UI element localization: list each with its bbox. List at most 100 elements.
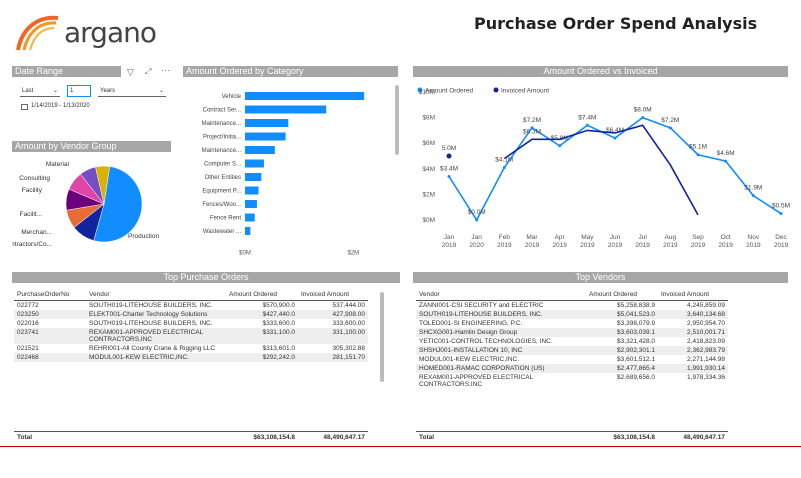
amount-ordered-cell: $570,900.0: [262, 301, 295, 309]
table-row[interactable]: 023250 ELEKT001-Charter Technology Soluti…: [14, 309, 368, 319]
category-label: Maintenance...: [202, 148, 242, 154]
table-row[interactable]: YETIC001-CONTROL TECHNOLOGIES, INC. $3,32…: [416, 337, 728, 346]
total-invoiced: 48,490,647.17: [683, 434, 725, 441]
filter-icon[interactable]: ▽: [127, 67, 134, 77]
column-header[interactable]: Amount Ordered: [226, 286, 298, 301]
data-point[interactable]: [530, 126, 534, 130]
data-point[interactable]: [668, 126, 672, 130]
pie-slice[interactable]: [95, 165, 110, 205]
table-row[interactable]: HOMED001-RAMAC CORPORATION (US) $2,477,86…: [416, 363, 728, 373]
y-tick-label: $8M: [422, 115, 435, 122]
top-po-scrollbar[interactable]: [380, 292, 384, 382]
category-bar[interactable]: [245, 159, 264, 168]
total-label: Total: [17, 434, 33, 441]
vendor-cell: SOUTH019-LITEHOUSE BUILDERS, INC.: [89, 301, 213, 309]
category-scrollbar[interactable]: [395, 85, 399, 155]
vendor-cell: REHRI001-All County Crane & Rigging LLC: [89, 344, 216, 352]
legend-label: Amount Ordered: [425, 88, 473, 95]
invoiced-amount-cell: 3,640,134.68: [658, 309, 728, 319]
vendor-cell: SHSHJ001-INSTALLATION 10, INC: [416, 345, 586, 355]
column-header[interactable]: Vendor: [86, 286, 226, 301]
x-tick-label: 2019: [774, 242, 789, 249]
data-point[interactable]: [502, 166, 506, 170]
x-tick-label: 2019: [746, 242, 761, 249]
table-row[interactable]: 022016 SOUTH019-LITEHOUSE BUILDERS, INC. $…: [14, 319, 368, 328]
category-bar[interactable]: [245, 105, 327, 114]
invoiced-amount-cell: 427,908.00: [298, 309, 368, 319]
data-label: $4.6M: [717, 150, 735, 157]
data-point[interactable]: [446, 153, 452, 159]
x-tick-label: 2020: [469, 242, 484, 249]
data-point[interactable]: [613, 136, 617, 140]
x-tick-label: Sep: [692, 234, 704, 241]
category-bar[interactable]: [245, 119, 289, 127]
column-header[interactable]: Amount Ordered: [586, 286, 658, 301]
amount-ordered-cell: $313,601.0: [262, 344, 295, 352]
table-row[interactable]: 022772 SOUTH019-LITEHOUSE BUILDERS, INC. $…: [14, 300, 368, 310]
category-bar[interactable]: [245, 146, 275, 154]
table-row[interactable]: SOUTH019-LITEHOUSE BUILDERS, INC. $5,041,…: [416, 309, 728, 319]
table-row[interactable]: 021521 REHRI001-All County Crane & Riggin…: [14, 344, 368, 353]
table-row[interactable]: ZANNI001-CSI SECURITY and ELECTRIC $5,258…: [416, 300, 728, 310]
pie-label: Material: [46, 161, 70, 168]
x-tick-label: Jan: [444, 234, 455, 241]
table-header-row: PurchaseOrderNo Vendor Amount Ordered In…: [14, 286, 368, 301]
vendor-cell: ZANNI001-CSI SECURITY and ELECTRIC: [419, 301, 544, 309]
more-options-icon[interactable]: ···: [161, 65, 170, 75]
table-row[interactable]: 023741 REXAM001-APPROVED ELECTRICAL CONTR…: [14, 327, 368, 344]
category-bar[interactable]: [245, 213, 255, 222]
amount-ordered-cell: $5,258,838.9: [617, 301, 655, 309]
column-header[interactable]: Vendor: [416, 286, 586, 301]
chevron-down-icon: ⌄: [158, 88, 164, 94]
column-header[interactable]: Invoiced Amount: [658, 286, 728, 301]
table-row[interactable]: 022468 MODUL001-KEW ELECTRIC,INC. $292,242…: [14, 352, 368, 362]
data-point[interactable]: [696, 153, 700, 157]
x-tick-label: 2019: [442, 242, 457, 249]
page-title: Purchase Order Spend Analysis: [474, 14, 758, 33]
data-point[interactable]: [641, 116, 645, 120]
pie-label: Merchan...: [21, 229, 52, 236]
pie-slice[interactable]: [93, 166, 143, 243]
invoiced-amount-cell: 281,151.70: [298, 352, 368, 362]
table-row[interactable]: TOLED001-SI ENGINEERING, P.C. $3,398,079.…: [416, 319, 728, 328]
category-bar[interactable]: [245, 173, 262, 181]
category-bar[interactable]: [245, 186, 259, 195]
top-vendors-title: Top Vendors: [413, 272, 788, 283]
total-ordered: $63,108,154.8: [613, 434, 655, 441]
data-point[interactable]: [475, 218, 479, 222]
data-point[interactable]: [724, 159, 728, 163]
date-mode-dropdown[interactable]: Last ⌄: [20, 86, 60, 97]
po-number-cell: 022468: [14, 352, 86, 362]
category-bar[interactable]: [245, 132, 286, 141]
amount-ordered-cell: $2,902,301.1: [586, 345, 658, 355]
date-value-input[interactable]: 1: [67, 85, 91, 97]
data-label: $5.1M: [689, 144, 707, 151]
invoiced-amount-cell: 2,510,001.71: [658, 327, 728, 337]
column-header[interactable]: PurchaseOrderNo: [14, 286, 86, 301]
date-range-text: 1/14/2019 - 1/13/2020: [31, 103, 90, 109]
table-row[interactable]: SHCXG001-Hamlin Design Group $3,603,039.1…: [416, 327, 728, 337]
category-bar[interactable]: [245, 227, 251, 235]
calendar-icon[interactable]: [21, 104, 28, 110]
data-point[interactable]: [751, 194, 755, 198]
column-header[interactable]: Invoiced Amount: [298, 286, 368, 301]
category-label: Fence Rent: [210, 216, 241, 222]
x-tick-label: Nov: [748, 234, 760, 241]
data-point[interactable]: [779, 212, 783, 216]
vendor-cell: MODUL001-KEW ELECTRIC,INC.: [419, 355, 520, 363]
vendor-cell: MODUL001-KEW ELECTRIC,INC.: [86, 352, 226, 362]
data-point[interactable]: [585, 123, 589, 127]
data-point[interactable]: [558, 144, 562, 148]
invoiced-amount-cell: 537,444.00: [332, 301, 365, 309]
expand-icon[interactable]: ⤢: [145, 67, 152, 76]
invoiced-amount-cell: 2,271,144.98: [687, 355, 725, 363]
series-line[interactable]: [503, 124, 699, 216]
invoiced-amount-cell: 333,600.00: [332, 319, 365, 327]
table-row[interactable]: REXAM001-APPROVED ELECTRICAL CONTRACTORS…: [416, 373, 728, 389]
data-point[interactable]: [447, 174, 451, 178]
date-unit-dropdown[interactable]: Years ⌄: [98, 86, 166, 97]
category-bar[interactable]: [245, 92, 365, 100]
table-row[interactable]: SHSHJ001-INSTALLATION 10, INC $2,902,301.…: [416, 345, 728, 355]
table-row[interactable]: MODUL001-KEW ELECTRIC,INC. $3,601,512.1 2,…: [416, 355, 728, 364]
category-bar[interactable]: [245, 200, 257, 208]
